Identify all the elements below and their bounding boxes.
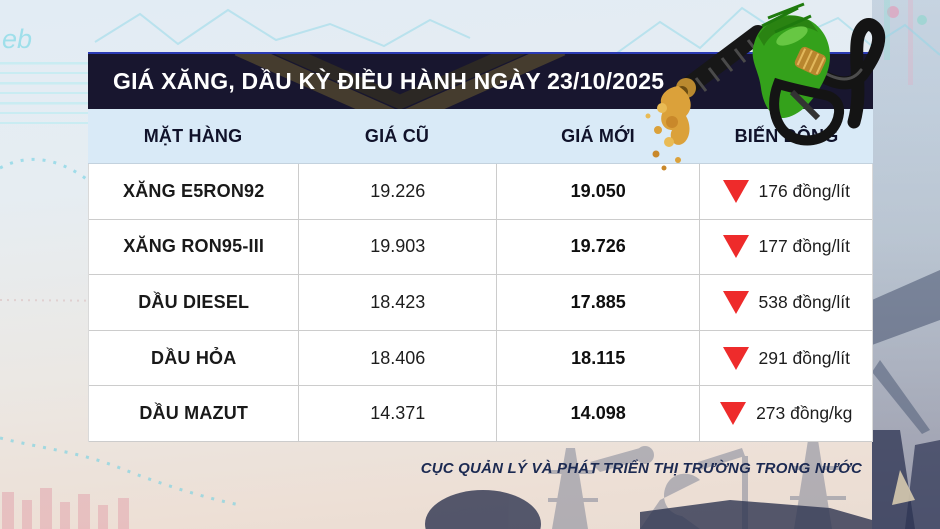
change-value: 538 đồng/lít [758,291,850,312]
old-price-cell: 19.903 [298,219,496,275]
table-header-row: MẶT HÀNG GIÁ CŨ GIÁ MỚI BIẾN ĐỘNG [88,109,873,164]
table-body: XĂNG E5RON92 19.226 19.050 176 đồng/lít … [88,164,873,442]
table-row: DẦU DIESEL 18.423 17.885 538 đồng/lít [89,275,872,331]
column-header-product: MẶT HÀNG [143,125,243,146]
table-row: DẦU HỎA 18.406 18.115 291 đồng/lít [89,330,872,387]
new-price-cell: 19.050 [495,164,699,219]
change-value: 291 đồng/lít [758,347,850,368]
page-title: GIÁ XĂNG, DẦU KỲ ĐIỀU HÀNH NGÀY 23/10/20… [113,68,665,94]
change-cell: 177 đồng/lít [699,219,872,275]
old-price-cell: 18.406 [298,330,496,386]
source-attribution: CỤC QUẢN LÝ VÀ PHÁT TRIỂN THỊ TRƯỜNG TRO… [420,460,862,477]
down-triangle-icon [722,290,749,314]
product-name-cell: DẦU DIESEL [138,291,250,312]
new-price-cell: 14.098 [495,386,699,441]
new-price-cell: 17.885 [495,275,699,330]
background-right-band [872,0,940,529]
old-price-cell: 14.371 [298,386,496,441]
background-watermark-text: eb [2,24,32,54]
old-price-cell: 18.423 [298,275,496,330]
product-name-cell: DẦU HỎA [151,347,237,368]
table-row: XĂNG RON95-III 19.903 19.726 177 đồng/lí… [89,219,872,276]
new-price-cell: 18.115 [495,330,699,386]
down-triangle-icon [722,346,749,370]
change-cell: 291 đồng/lít [699,330,872,386]
background-dotted-trend-line [0,157,256,507]
change-value: 273 đồng/kg [756,403,853,424]
background-horizontal-dotted-line [0,299,261,303]
column-header-old-price: GIÁ CŨ [364,125,430,146]
column-header-change: BIẾN ĐỘNG [734,125,839,146]
change-cell: 273 đồng/kg [699,386,872,441]
new-price-cell: 19.726 [495,219,699,275]
change-cell: 176 đồng/lít [699,164,872,219]
product-name-cell: XĂNG E5RON92 [123,180,265,201]
product-name-cell: DẦU MAZUT [139,403,249,424]
column-header-new-price: GIÁ MỚI [561,125,635,146]
price-table-panel: GIÁ XĂNG, DẦU KỲ ĐIỀU HÀNH NGÀY 23/10/20… [88,52,873,442]
down-triangle-icon [720,402,747,426]
down-triangle-icon [722,235,749,259]
change-value: 177 đồng/lít [758,236,850,257]
old-price-cell: 19.226 [298,164,496,219]
table-row: XĂNG E5RON92 19.226 19.050 176 đồng/lít [89,164,872,220]
change-value: 176 đồng/lít [758,180,850,201]
foreground-dark-silhouettes [425,490,872,529]
change-cell: 538 đồng/lít [699,275,872,330]
background-pink-bars [2,488,129,529]
product-name-cell: XĂNG RON95-III [123,236,265,257]
table-row: DẦU MAZUT 14.371 14.098 273 đồng/kg [89,386,872,442]
down-triangle-icon [722,179,749,203]
title-bar: GIÁ XĂNG, DẦU KỲ ĐIỀU HÀNH NGÀY 23/10/20… [88,52,873,109]
